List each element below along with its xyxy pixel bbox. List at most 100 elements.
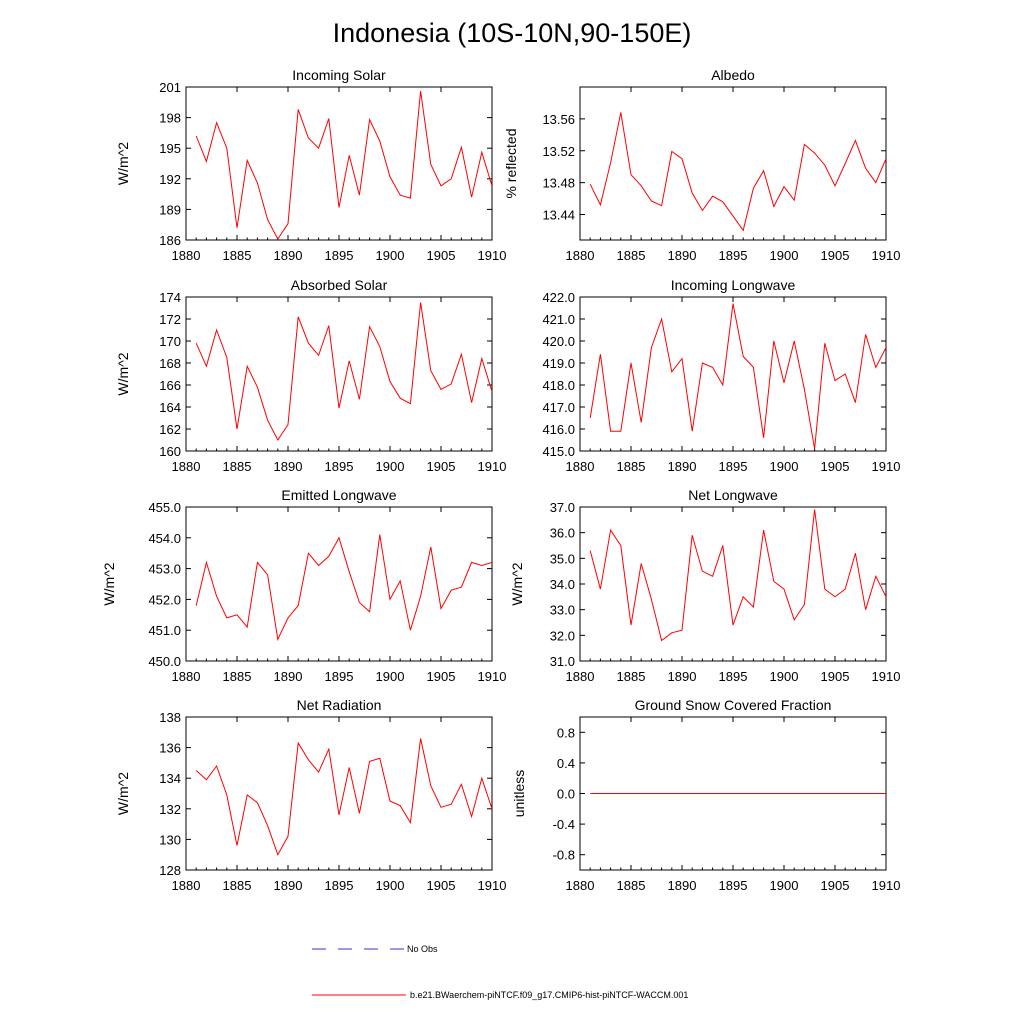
ground-snow-covered-fraction-ylabel: unitless [511,770,527,817]
albedo-title: Albedo [711,67,755,83]
emitted-longwave-xtick-label: 1910 [478,669,507,684]
emitted-longwave-xtick-label: 1890 [274,669,303,684]
legend: No Obs b.e21.BWaerchem-piNTCF.f09_g17.CM… [312,944,688,1000]
net-longwave-title: Net Longwave [688,487,778,503]
emitted-longwave-xtick-label: 1905 [427,669,456,684]
net-radiation-ytick-label: 128 [159,863,181,878]
absorbed-solar-xtick-label: 1885 [223,459,252,474]
ground-snow-covered-fraction-xtick-label: 1900 [770,878,799,893]
absorbed-solar-ytick-label: 168 [159,356,181,371]
emitted-longwave-ytick-label: 455.0 [148,500,181,515]
net-radiation-ytick-label: 130 [159,832,181,847]
ground-snow-covered-fraction-xtick-label: 1880 [566,878,595,893]
emitted-longwave-xtick-label: 1895 [325,669,354,684]
incoming-solar-xtick-label: 1905 [427,248,456,263]
net-radiation-title: Net Radiation [297,697,382,713]
albedo-xtick-label: 1890 [668,248,697,263]
net-longwave-ytick-label: 35.0 [550,551,575,566]
net-radiation-ytick-label: 134 [159,771,181,786]
emitted-longwave-xtick-label: 1885 [223,669,252,684]
absorbed-solar-ytick-label: 172 [159,312,181,327]
net-longwave-xtick-label: 1895 [719,669,748,684]
incoming-solar-ylabel: W/m^2 [115,142,131,185]
absorbed-solar-frame [185,296,493,452]
absorbed-solar-series-line [195,302,492,441]
incoming-longwave-xtick-label: 1900 [770,459,799,474]
incoming-longwave-ytick-label: 421.0 [542,312,575,327]
net-longwave-ytick-label: 37.0 [550,500,575,515]
incoming-solar-frame [185,86,493,241]
panels: Incoming Solar 1880 1885 1890 1895 1900 1905 19… [101,67,900,893]
emitted-longwave-xtick-label: 1880 [172,669,201,684]
incoming-solar-ytick-label: 186 [159,233,181,248]
incoming-longwave-ytick-label: 418.0 [542,378,575,393]
absorbed-solar-xtick-label: 1900 [376,459,405,474]
net-radiation-ytick-label: 138 [159,710,181,725]
incoming-longwave-xtick-label: 1880 [566,459,595,474]
albedo-xtick-label: 1900 [770,248,799,263]
incoming-longwave-xtick-label: 1885 [617,459,646,474]
incoming-solar-ytick-label: 195 [159,141,181,156]
net-radiation-xtick-label: 1880 [172,878,201,893]
net-radiation-xtick-label: 1890 [274,878,303,893]
panel-incoming-solar: Incoming Solar 1880 1885 1890 1895 1900 1905 19… [115,67,506,263]
incoming-longwave-frame [579,296,887,452]
net-radiation-xtick-label: 1905 [427,878,456,893]
net-longwave-xtick-label: 1890 [668,669,697,684]
absorbed-solar-ytick-label: 166 [159,378,181,393]
incoming-longwave-xtick-label: 1895 [719,459,748,474]
net-longwave-xtick-label: 1910 [872,669,901,684]
panel-net-longwave: Net Longwave 1880 1885 1890 1895 1900 1905 1910… [509,487,900,684]
albedo-xtick-label: 1880 [566,248,595,263]
incoming-solar-xtick-label: 1890 [274,248,303,263]
net-longwave-ytick-label: 33.0 [550,603,575,618]
incoming-solar-xtick-label: 1910 [478,248,507,263]
emitted-longwave-ytick-label: 454.0 [148,531,181,546]
albedo-ytick-label: 13.44 [542,208,575,223]
emitted-longwave-frame [185,506,493,662]
panel-incoming-longwave: Incoming Longwave 1880 1885 1890 1895 1900 190… [542,277,900,474]
net-longwave-ytick-label: 34.0 [550,577,575,592]
net-radiation-xtick-label: 1895 [325,878,354,893]
panel-emitted-longwave: Emitted Longwave 1880 1885 1890 1895 1900 1905… [101,487,506,684]
incoming-longwave-xtick-label: 1890 [668,459,697,474]
absorbed-solar-xtick-label: 1890 [274,459,303,474]
incoming-solar-series-line [195,91,492,240]
net-longwave-xtick-label: 1905 [821,669,850,684]
net-radiation-frame [185,716,493,871]
emitted-longwave-series-line [195,534,492,642]
net-longwave-ytick-label: 36.0 [550,526,575,541]
net-radiation-series-line [195,738,492,856]
incoming-solar-ytick-label: 192 [159,172,181,187]
panel-albedo: Albedo 1880 1885 1890 1895 1900 1905 1910 13.44 1… [503,67,900,263]
incoming-solar-ytick-label: 201 [159,80,181,95]
albedo-ytick-label: 13.48 [542,176,575,191]
incoming-longwave-ytick-label: 422.0 [542,290,575,305]
ground-snow-covered-fraction-xtick-label: 1905 [821,878,850,893]
absorbed-solar-xtick-label: 1905 [427,459,456,474]
ground-snow-covered-fraction-xtick-label: 1895 [719,878,748,893]
net-radiation-ytick-label: 136 [159,741,181,756]
incoming-longwave-ytick-label: 417.0 [542,400,575,415]
albedo-xtick-label: 1905 [821,248,850,263]
incoming-solar-xtick-label: 1895 [325,248,354,263]
ground-snow-covered-fraction-xtick-label: 1910 [872,878,901,893]
absorbed-solar-xtick-label: 1880 [172,459,201,474]
panel-net-radiation: Net Radiation 1880 1885 1890 1895 1900 1905 191… [115,697,506,893]
net-radiation-xtick-label: 1885 [223,878,252,893]
albedo-ylabel: % reflected [503,128,519,198]
absorbed-solar-ytick-label: 160 [159,444,181,459]
ground-snow-covered-fraction-title: Ground Snow Covered Fraction [635,697,832,713]
incoming-solar-xtick-label: 1880 [172,248,201,263]
net-radiation-ylabel: W/m^2 [115,772,131,815]
absorbed-solar-ytick-label: 174 [159,290,181,305]
ground-snow-covered-fraction-ytick-label: 0.8 [557,725,575,740]
albedo-xtick-label: 1885 [617,248,646,263]
net-longwave-xtick-label: 1880 [566,669,595,684]
incoming-solar-title: Incoming Solar [292,67,386,83]
incoming-solar-ytick-label: 198 [159,111,181,126]
ground-snow-covered-fraction-ytick-label: -0.4 [553,817,575,832]
net-longwave-ytick-label: 31.0 [550,654,575,669]
incoming-longwave-title: Incoming Longwave [671,277,796,293]
